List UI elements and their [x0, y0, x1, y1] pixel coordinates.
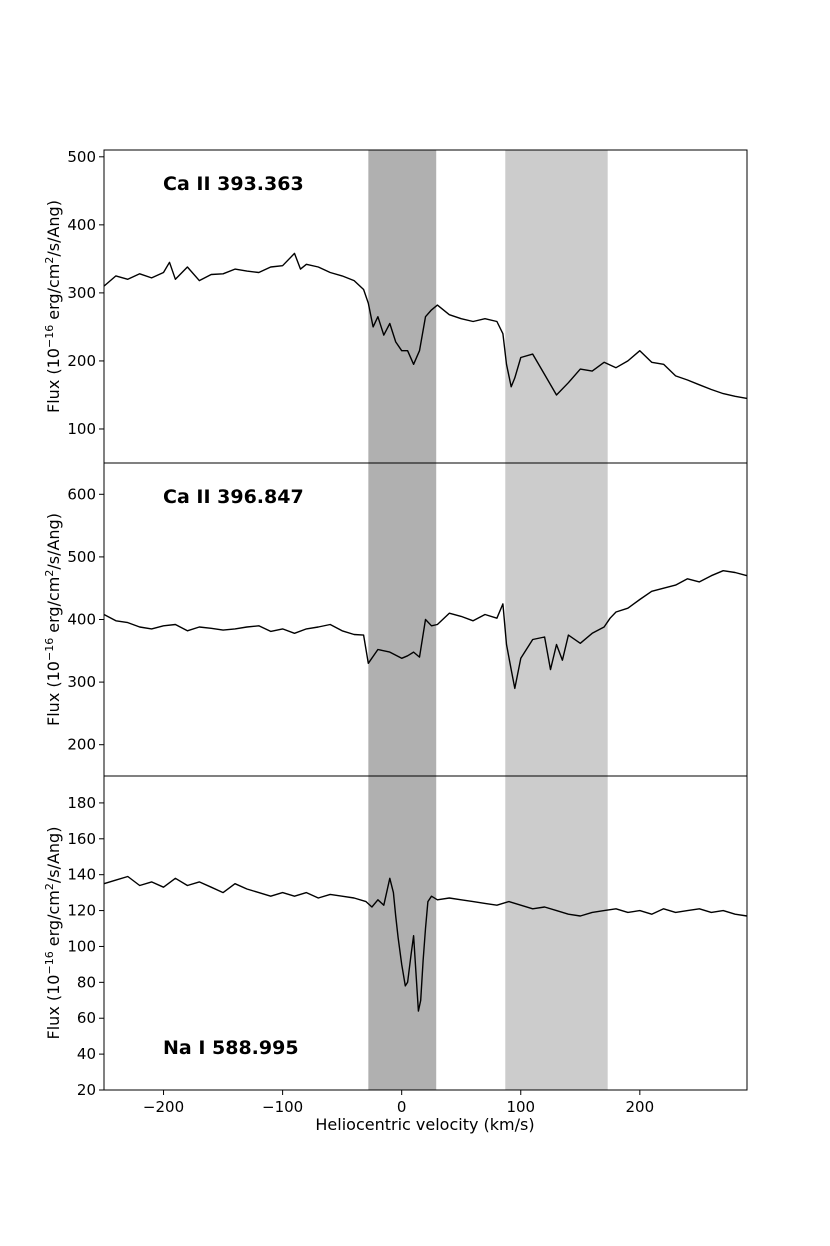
- y-axis-label-part: −16: [43, 638, 56, 661]
- x-tick-label-200: 200: [626, 1098, 655, 1116]
- y-tick-label-2-600: 600: [67, 485, 96, 503]
- y-axis-label-part: Flux (10: [44, 348, 63, 413]
- spectrum-line-2: [103, 570, 748, 690]
- y-axis-label-part: Flux (10: [44, 661, 63, 726]
- x-axis-label: Heliocentric velocity (km/s): [315, 1115, 534, 1134]
- y-tick-label-3-180: 180: [67, 794, 96, 812]
- y-axis-label-part: 2: [43, 570, 56, 577]
- y-axis-label-part: 2: [43, 257, 56, 264]
- y-tick-label-3-40: 40: [77, 1045, 96, 1063]
- y-axis-label-part: 2: [43, 883, 56, 890]
- y-axis-label-part: /s/Ang): [44, 513, 63, 570]
- y-tick-label-2-400: 400: [67, 611, 96, 629]
- y-tick-label-3-160: 160: [67, 830, 96, 848]
- y-tick-label-1-500: 500: [67, 148, 96, 166]
- velocity-shading-layer: [368, 150, 608, 1090]
- spectrum-line-1: [103, 252, 748, 400]
- y-axis-label-part: −16: [43, 325, 56, 348]
- x-tick-label--200: −200: [143, 1098, 184, 1116]
- x-axis: −200 −100 0 100 200: [143, 1090, 654, 1116]
- panel-title-3: Na I 588.995: [163, 1037, 299, 1059]
- panel-title-1: Ca II 393.363: [163, 173, 304, 195]
- y-tick-label-2-500: 500: [67, 548, 96, 566]
- y-tick-label-3-60: 60: [77, 1009, 96, 1027]
- panel-title-2: Ca II 396.847: [163, 486, 304, 508]
- y-tick-label-3-120: 120: [67, 902, 96, 920]
- y-axis-label-part: /s/Ang): [44, 827, 63, 884]
- y-tick-label-3-80: 80: [77, 973, 96, 991]
- y-axis-label-part: −16: [43, 951, 56, 974]
- y-tick-label-1-400: 400: [67, 216, 96, 234]
- y-axis-label-2: Flux (10−16 erg/cm2/s/Ang): [43, 513, 64, 726]
- shaded-band-2: [505, 150, 608, 1090]
- y-axis-label-3: Flux (10−16 erg/cm2/s/Ang): [43, 827, 64, 1040]
- spectrum-line-3: [103, 875, 748, 1012]
- y-tick-label-2-200: 200: [67, 736, 96, 754]
- y-axis-label-part: Flux (10: [44, 975, 63, 1040]
- y-tick-label-2-300: 300: [67, 673, 96, 691]
- y-tick-label-1-300: 300: [67, 284, 96, 302]
- y-tick-label-3-140: 140: [67, 866, 96, 884]
- y-tick-label-3-20: 20: [77, 1081, 96, 1099]
- y-axis-label-part: erg/cm: [44, 890, 63, 951]
- x-tick-label-100: 100: [506, 1098, 535, 1116]
- y-tick-label-3-100: 100: [67, 937, 96, 955]
- y-axis-label-part: erg/cm: [44, 264, 63, 325]
- y-tick-label-1-100: 100: [67, 420, 96, 438]
- x-tick-label-0: 0: [397, 1098, 407, 1116]
- panel-frame-3: [103, 775, 748, 1091]
- y-axis-label-1: Flux (10−16 erg/cm2/s/Ang): [43, 200, 64, 413]
- y-axis-label-part: erg/cm: [44, 577, 63, 638]
- y-tick-label-1-200: 200: [67, 352, 96, 370]
- x-tick-label--100: −100: [262, 1098, 303, 1116]
- y-axis-label-part: /s/Ang): [44, 200, 63, 257]
